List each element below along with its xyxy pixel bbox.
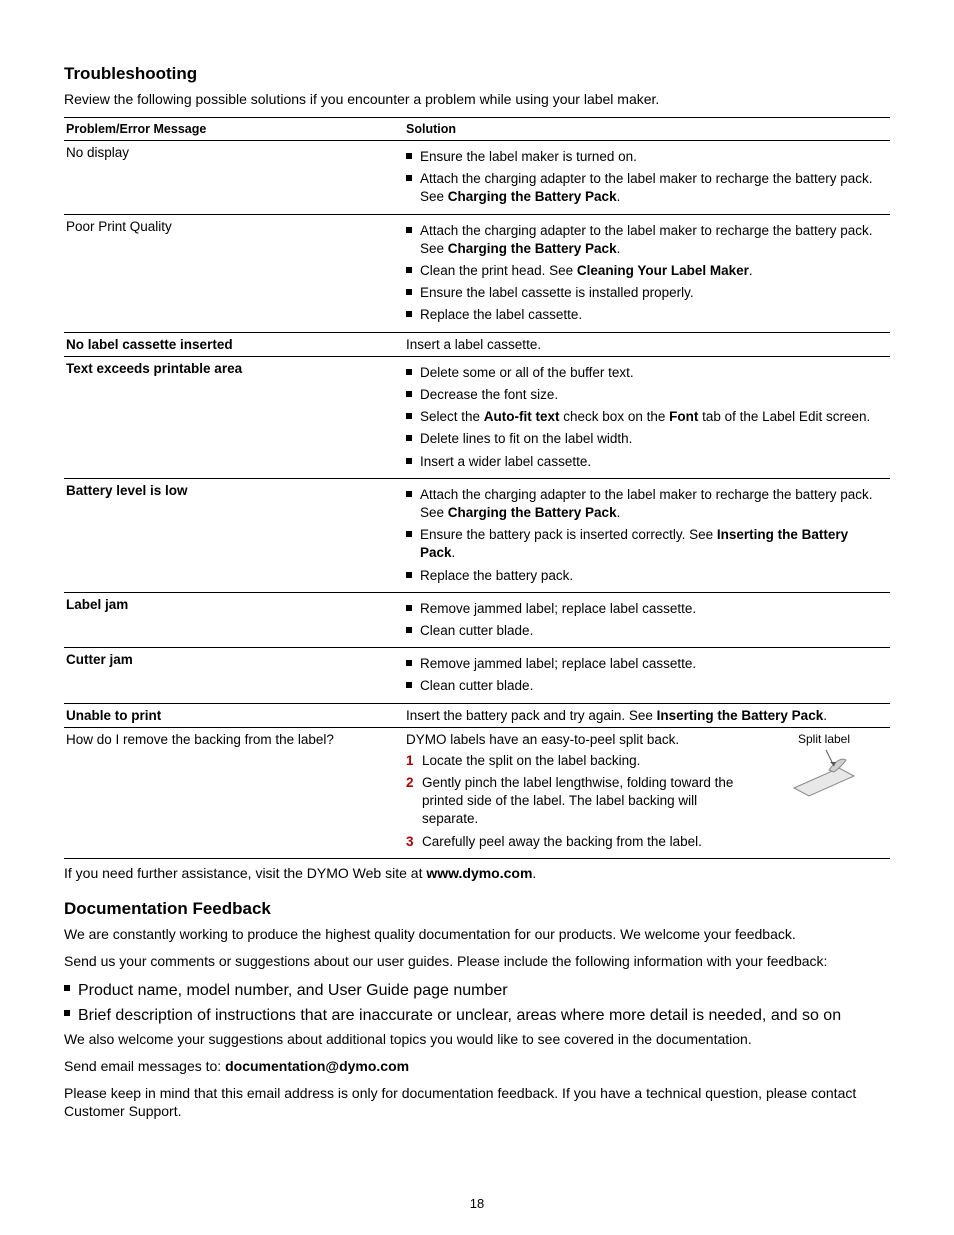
split-label-figure: Split label xyxy=(764,732,884,798)
split-label-icon xyxy=(784,748,864,798)
feedback-p1: We are constantly working to produce the… xyxy=(64,925,890,944)
table-solution: Insert a label cassette. xyxy=(404,332,890,356)
solution-bullet: Remove jammed label; replace label casse… xyxy=(406,654,884,674)
feedback-p2: Send us your comments or suggestions abo… xyxy=(64,952,890,971)
table-problem: Unable to print xyxy=(64,703,404,727)
table-solution: Remove jammed label; replace label casse… xyxy=(404,592,890,647)
solution-bullet: Select the Auto-fit text check box on th… xyxy=(406,407,884,427)
troubleshooting-table: Problem/Error Message Solution No displa… xyxy=(64,117,890,859)
solution-bullet: Ensure the label maker is turned on. xyxy=(406,147,884,167)
solution-bullet: Clean the print head. See Cleaning Your … xyxy=(406,261,884,281)
solution-step: Locate the split on the label backing. xyxy=(406,751,746,771)
feedback-p3: We also welcome your suggestions about a… xyxy=(64,1030,890,1049)
solution-bullet: Attach the charging adapter to the label… xyxy=(406,485,884,523)
solution-bullet: Decrease the font size. xyxy=(406,385,884,405)
table-solution: Attach the charging adapter to the label… xyxy=(404,478,890,592)
page: Troubleshooting Review the following pos… xyxy=(0,0,954,1235)
solution-bullet: Clean cutter blade. xyxy=(406,621,884,641)
solution-bullet: Attach the charging adapter to the label… xyxy=(406,221,884,259)
table-solution: Insert the battery pack and try again. S… xyxy=(404,703,890,727)
th-solution: Solution xyxy=(404,117,890,140)
th-problem: Problem/Error Message xyxy=(64,117,404,140)
feedback-p4: Send email messages to: documentation@dy… xyxy=(64,1057,890,1076)
feedback-bullet: Brief description of instructions that a… xyxy=(64,1004,890,1028)
solution-bullet: Clean cutter blade. xyxy=(406,676,884,696)
feedback-p5: Please keep in mind that this email addr… xyxy=(64,1084,890,1122)
table-solution: Remove jammed label; replace label casse… xyxy=(404,648,890,703)
table-solution: Delete some or all of the buffer text.De… xyxy=(404,356,890,478)
feedback-heading: Documentation Feedback xyxy=(64,899,890,919)
solution-bullet: Ensure the battery pack is inserted corr… xyxy=(406,525,884,563)
troubleshooting-intro: Review the following possible solutions … xyxy=(64,90,890,109)
solution-bullet: Delete some or all of the buffer text. xyxy=(406,363,884,383)
feedback-bullet: Product name, model number, and User Gui… xyxy=(64,979,890,1003)
table-problem: Label jam xyxy=(64,592,404,647)
troubleshooting-footer: If you need further assistance, visit th… xyxy=(64,865,890,881)
troubleshooting-heading: Troubleshooting xyxy=(64,64,890,84)
table-solution: DYMO labels have an easy-to-peel split b… xyxy=(404,727,890,858)
solution-bullet: Replace the battery pack. xyxy=(406,566,884,586)
table-solution: Attach the charging adapter to the label… xyxy=(404,214,890,332)
solution-bullet: Remove jammed label; replace label casse… xyxy=(406,599,884,619)
solution-step: Carefully peel away the backing from the… xyxy=(406,832,746,852)
solution-bullet: Replace the label cassette. xyxy=(406,305,884,325)
table-solution: Ensure the label maker is turned on.Atta… xyxy=(404,140,890,214)
table-problem: Poor Print Quality xyxy=(64,214,404,332)
feedback-bullets: Product name, model number, and User Gui… xyxy=(64,979,890,1028)
table-problem: Cutter jam xyxy=(64,648,404,703)
solution-bullet: Ensure the label cassette is installed p… xyxy=(406,283,884,303)
solution-bullet: Insert a wider label cassette. xyxy=(406,452,884,472)
table-problem: How do I remove the backing from the lab… xyxy=(64,727,404,858)
table-problem: Text exceeds printable area xyxy=(64,356,404,478)
page-number: 18 xyxy=(0,1196,954,1211)
solution-bullet: Delete lines to fit on the label width. xyxy=(406,429,884,449)
solution-bullet: Attach the charging adapter to the label… xyxy=(406,169,884,207)
table-problem: Battery level is low xyxy=(64,478,404,592)
table-problem: No label cassette inserted xyxy=(64,332,404,356)
solution-step: Gently pinch the label lengthwise, foldi… xyxy=(406,773,746,830)
table-problem: No display xyxy=(64,140,404,214)
